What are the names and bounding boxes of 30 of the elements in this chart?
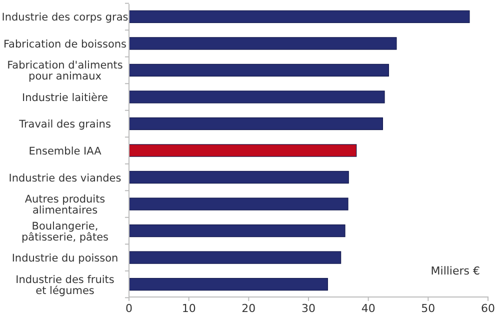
y-tick-label: Fabrication d'aliments pour animaux: [7, 60, 123, 83]
bar: [128, 144, 357, 157]
x-tick-label: 50: [421, 302, 436, 315]
bar: [128, 170, 349, 184]
bar: [128, 10, 470, 24]
bar: [128, 90, 385, 104]
x-tick-label: 0: [126, 302, 132, 315]
y-tick-label: Industrie laitière: [22, 92, 108, 104]
bar: [128, 37, 397, 50]
bar: [128, 224, 346, 238]
bar: [128, 278, 328, 291]
bar: [128, 117, 383, 130]
y-tick-label: Travail des grains: [18, 118, 111, 131]
y-tick-label: Ensemble IAA: [28, 146, 102, 158]
annotation: Milliers €: [430, 264, 480, 278]
y-tick-label: Industrie des corps gras: [2, 12, 128, 24]
x-tick-label: 40: [361, 302, 376, 315]
y-tick-label: Industrie des viandes: [8, 172, 122, 184]
y-tick-label: Fabrication de boissons: [3, 38, 127, 50]
x-tick-label: 20: [242, 302, 256, 315]
x-tick-label: 30: [302, 302, 316, 315]
y-tick-label: Autres produits alimentaires: [24, 194, 106, 217]
y-tick-label: Industrie des fruits et légumes: [16, 274, 114, 297]
bar: [128, 198, 348, 210]
x-tick-label: 10: [182, 302, 196, 315]
x-tick-label: 60: [481, 302, 495, 315]
bar: [128, 64, 389, 77]
bar: [128, 251, 342, 264]
y-tick-label: Boulangerie, pâtisserie, pâtes: [21, 220, 109, 244]
y-tick-label: Industrie du poisson: [12, 252, 118, 265]
